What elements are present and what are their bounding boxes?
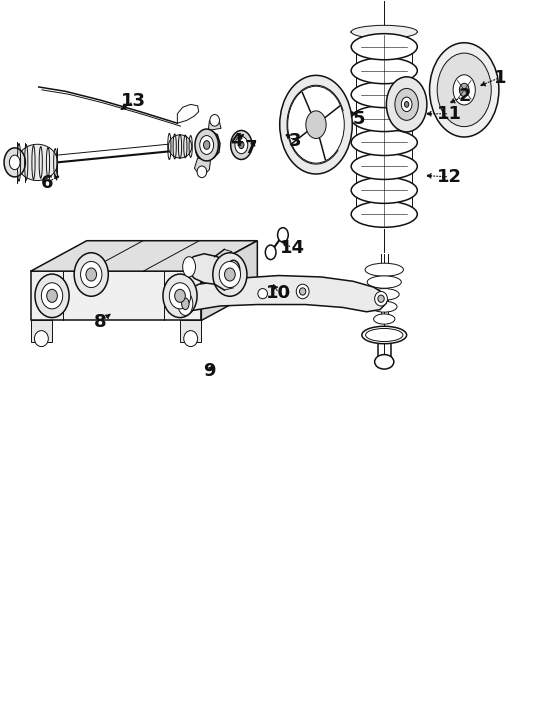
Ellipse shape [265, 245, 276, 260]
Text: 2: 2 [459, 87, 472, 105]
Ellipse shape [429, 43, 499, 137]
Ellipse shape [375, 291, 388, 306]
Ellipse shape [235, 136, 248, 154]
Ellipse shape [175, 289, 185, 302]
Text: 10: 10 [266, 284, 291, 302]
Text: 8: 8 [94, 313, 106, 331]
Ellipse shape [278, 228, 288, 242]
Ellipse shape [351, 201, 418, 227]
Ellipse shape [376, 327, 393, 336]
Ellipse shape [437, 53, 492, 127]
Text: 3: 3 [288, 132, 301, 150]
Ellipse shape [300, 288, 306, 295]
Ellipse shape [365, 264, 404, 276]
Text: 14: 14 [279, 239, 304, 257]
Ellipse shape [35, 274, 69, 317]
Ellipse shape [225, 268, 235, 281]
Ellipse shape [401, 97, 412, 111]
Text: 9: 9 [203, 363, 215, 380]
Text: 13: 13 [121, 92, 146, 111]
Ellipse shape [366, 328, 403, 341]
Ellipse shape [197, 166, 207, 178]
Ellipse shape [86, 268, 96, 281]
Ellipse shape [362, 326, 407, 344]
Ellipse shape [279, 287, 289, 297]
Ellipse shape [163, 274, 197, 317]
Ellipse shape [204, 141, 210, 149]
Ellipse shape [371, 301, 397, 312]
Polygon shape [180, 320, 202, 342]
Ellipse shape [195, 129, 218, 161]
Text: 12: 12 [437, 168, 462, 186]
Text: 11: 11 [437, 105, 462, 123]
Ellipse shape [351, 106, 418, 132]
Polygon shape [196, 130, 220, 159]
Ellipse shape [351, 82, 418, 108]
Polygon shape [195, 158, 211, 174]
Ellipse shape [80, 261, 102, 288]
Ellipse shape [367, 276, 401, 288]
Ellipse shape [351, 154, 418, 179]
Ellipse shape [4, 148, 25, 177]
Ellipse shape [41, 282, 63, 309]
Ellipse shape [378, 295, 384, 302]
Ellipse shape [182, 298, 189, 309]
Ellipse shape [239, 141, 244, 149]
Ellipse shape [17, 144, 58, 181]
Ellipse shape [351, 130, 418, 156]
Ellipse shape [230, 130, 252, 159]
Ellipse shape [227, 261, 240, 279]
Ellipse shape [296, 284, 309, 298]
Text: 6: 6 [40, 174, 53, 191]
Ellipse shape [288, 86, 344, 163]
Ellipse shape [184, 331, 198, 347]
Text: 5: 5 [352, 110, 365, 128]
Ellipse shape [168, 135, 192, 158]
Polygon shape [31, 320, 52, 342]
Polygon shape [202, 241, 257, 320]
Ellipse shape [10, 155, 20, 170]
Ellipse shape [351, 58, 418, 84]
Ellipse shape [178, 292, 193, 315]
Polygon shape [31, 241, 257, 271]
Polygon shape [178, 275, 386, 314]
Ellipse shape [47, 289, 57, 302]
Ellipse shape [375, 355, 394, 369]
Ellipse shape [351, 25, 418, 39]
Text: 4: 4 [230, 132, 242, 150]
Ellipse shape [405, 101, 409, 107]
Ellipse shape [210, 114, 219, 126]
Polygon shape [188, 254, 228, 284]
Ellipse shape [169, 282, 191, 309]
Ellipse shape [351, 33, 418, 60]
Ellipse shape [258, 288, 267, 298]
Text: 7: 7 [245, 139, 257, 157]
Ellipse shape [369, 288, 399, 300]
Ellipse shape [280, 76, 352, 174]
Ellipse shape [219, 261, 241, 288]
Ellipse shape [183, 257, 196, 277]
Ellipse shape [200, 135, 214, 154]
Polygon shape [209, 117, 221, 130]
Ellipse shape [395, 88, 419, 120]
Ellipse shape [386, 77, 427, 132]
Text: 1: 1 [494, 68, 506, 87]
Ellipse shape [213, 253, 247, 296]
Ellipse shape [459, 83, 469, 97]
Ellipse shape [351, 177, 418, 203]
Ellipse shape [74, 253, 108, 296]
Ellipse shape [306, 111, 326, 138]
Ellipse shape [374, 314, 395, 324]
Polygon shape [31, 271, 202, 320]
Ellipse shape [453, 75, 475, 105]
Ellipse shape [34, 331, 48, 347]
